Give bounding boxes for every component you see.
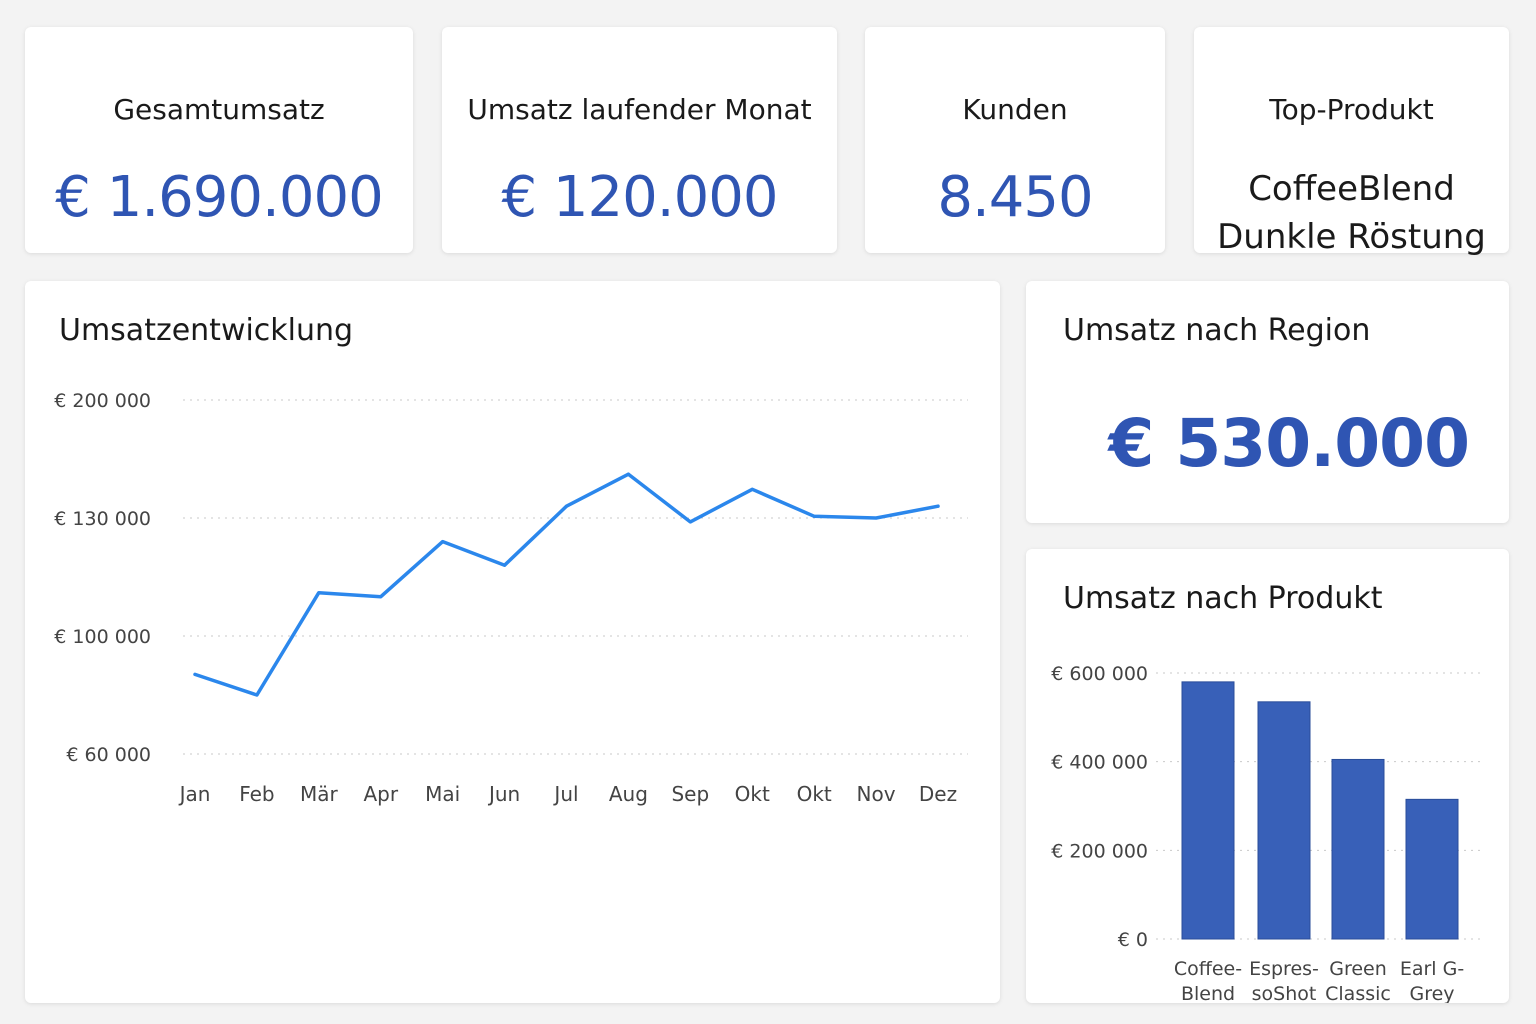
kpi-value: € 1.690.000 bbox=[55, 165, 383, 230]
revenue-trend-card: Umsatzentwicklung € 60 000 € 100 000 € 130… bbox=[25, 281, 1000, 1003]
data-point bbox=[626, 472, 630, 476]
data-point bbox=[379, 595, 383, 599]
top-product-line1: CoffeeBlend bbox=[1248, 169, 1455, 209]
y-tick-label: € 200 000 bbox=[1051, 840, 1148, 862]
x-tick-label: Mai bbox=[425, 782, 460, 806]
y-tick-label: € 400 000 bbox=[1051, 752, 1148, 774]
kpi-card-customers: Kunden 8.450 bbox=[865, 27, 1165, 253]
data-point bbox=[441, 540, 445, 544]
revenue-trend-chart: € 60 000 € 100 000 € 130 000 € 200 000 Jan Fe… bbox=[54, 390, 968, 806]
bar bbox=[1181, 681, 1235, 940]
x-tick-label: Green bbox=[1329, 958, 1387, 980]
x-tick-label: Classic bbox=[1325, 983, 1391, 1003]
bar bbox=[1257, 701, 1311, 940]
y-tick-label: € 130 000 bbox=[54, 508, 151, 530]
y-tick-label: € 200 000 bbox=[54, 390, 151, 412]
kpi-value: € 120.000 bbox=[501, 165, 778, 230]
revenue-trend-title: Umsatzentwicklung bbox=[59, 313, 354, 348]
product-revenue-card: Umsatz nach Produkt € 0 € 200 000 € 400 00… bbox=[1026, 549, 1509, 1003]
kpi-card-total-revenue: Gesamtumsatz € 1.690.000 bbox=[25, 27, 413, 253]
x-tick-label: Coffee- bbox=[1174, 958, 1242, 980]
y-tick-label: € 60 000 bbox=[66, 744, 151, 766]
product-revenue-chart: € 0 € 200 000 € 400 000 € 600 000 Coffee- Ble… bbox=[1051, 663, 1481, 1003]
data-point bbox=[565, 504, 568, 508]
data-point bbox=[812, 514, 816, 518]
kpi-card-current-month: Umsatz laufender Monat € 120.000 bbox=[442, 27, 837, 253]
y-tick-label: € 600 000 bbox=[1051, 663, 1148, 685]
y-tick-label: € 100 000 bbox=[54, 626, 151, 648]
x-tick-label: Jul bbox=[552, 782, 578, 806]
x-tick-label: Earl G- bbox=[1400, 958, 1464, 980]
data-point bbox=[688, 520, 692, 524]
kpi-label: Kunden bbox=[962, 93, 1068, 126]
x-tick-label: Okt bbox=[797, 782, 832, 806]
x-tick-label: Apr bbox=[363, 782, 398, 806]
x-tick-label: Blend bbox=[1181, 983, 1235, 1003]
x-tick-label: Jan bbox=[178, 782, 211, 806]
kpi-label: Umsatz laufender Monat bbox=[467, 93, 812, 126]
data-point bbox=[874, 516, 878, 520]
data-point bbox=[503, 563, 507, 567]
region-card: Umsatz nach Region € 530.000 bbox=[1026, 281, 1509, 523]
x-tick-label: Dez bbox=[919, 782, 957, 806]
data-point bbox=[317, 591, 321, 595]
kpi-label: Top-Produkt bbox=[1269, 93, 1434, 126]
x-tick-label: Okt bbox=[735, 782, 770, 806]
region-value: € 530.000 bbox=[1108, 405, 1470, 482]
x-tick-label: Nov bbox=[857, 782, 896, 806]
kpi-value: 8.450 bbox=[937, 165, 1093, 230]
x-tick-label: Feb bbox=[239, 782, 274, 806]
x-tick-label: Jun bbox=[487, 782, 520, 806]
x-tick-label: Mär bbox=[300, 782, 339, 806]
data-point bbox=[193, 672, 197, 676]
x-tick-label: Sep bbox=[671, 782, 709, 806]
bar bbox=[1331, 758, 1385, 940]
x-tick-label: Espres- bbox=[1249, 958, 1319, 980]
y-tick-label: € 0 bbox=[1118, 929, 1148, 951]
product-revenue-title: Umsatz nach Produkt bbox=[1063, 581, 1383, 616]
bar bbox=[1405, 798, 1459, 940]
data-point bbox=[750, 487, 754, 491]
x-tick-label: soShot bbox=[1252, 983, 1317, 1003]
kpi-card-top-product: Top-Produkt CoffeeBlend Dunkle Röstung bbox=[1194, 27, 1509, 257]
data-point bbox=[255, 693, 259, 697]
x-tick-label: Grey bbox=[1409, 983, 1454, 1003]
x-tick-label: Aug bbox=[609, 782, 648, 806]
data-point bbox=[936, 504, 940, 508]
top-product-name: CoffeeBlend Dunkle Röstung bbox=[1194, 165, 1509, 261]
region-title: Umsatz nach Region bbox=[1063, 313, 1371, 348]
kpi-label: Gesamtumsatz bbox=[113, 93, 325, 126]
top-product-line2: Dunkle Röstung bbox=[1217, 217, 1486, 257]
